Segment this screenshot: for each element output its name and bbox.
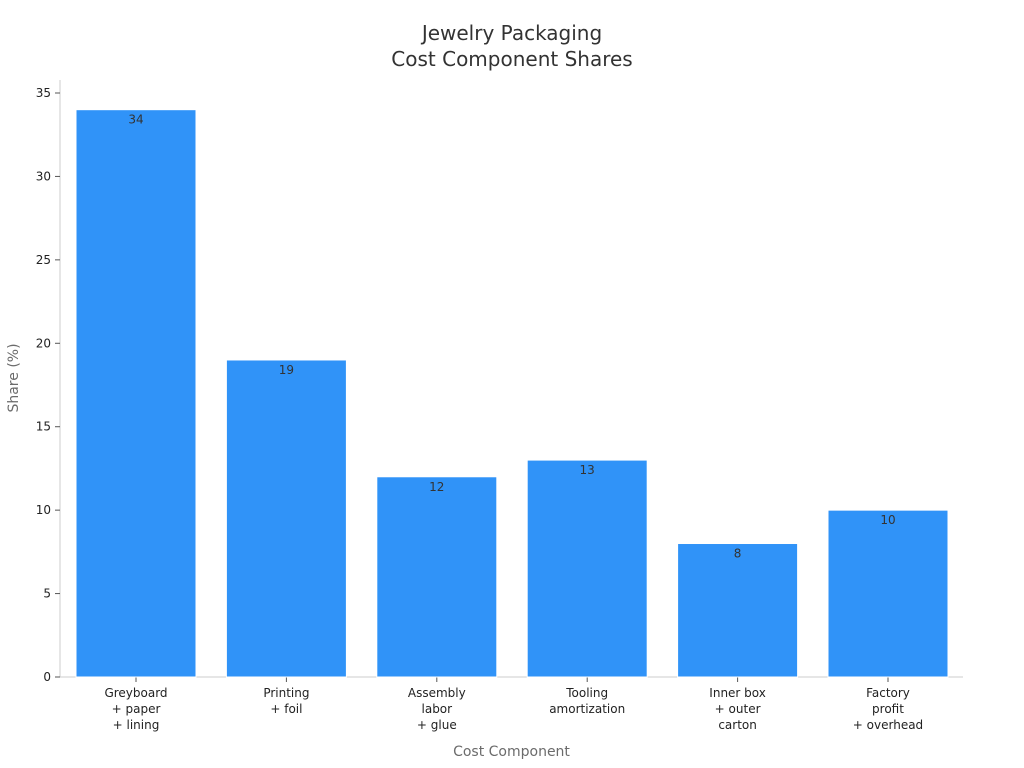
x-tick-label-line: + paper <box>112 702 161 716</box>
bar <box>376 476 498 678</box>
x-tick-label: Tooling amortization <box>549 686 625 716</box>
bars <box>75 109 949 678</box>
bar-value-label: 12 <box>429 480 444 494</box>
data-labels: 34 19 12 13 8 10 <box>128 113 895 561</box>
x-tick-label-line: Factory <box>866 686 910 700</box>
x-tick-label-line: Greyboard <box>104 686 167 700</box>
bar <box>677 543 799 678</box>
x-tick-label-line: Inner box <box>709 686 766 700</box>
y-tick-label: 5 <box>43 587 51 601</box>
x-axis-label: Cost Component <box>453 744 570 760</box>
x-tick-label: Factory profit + overhead <box>853 686 923 732</box>
bar-value-label: 8 <box>734 547 742 561</box>
x-tick-label-line: carton <box>718 718 757 732</box>
y-tick-label: 20 <box>36 336 51 350</box>
bar-value-label: 34 <box>128 113 143 127</box>
x-tick-label-line: + glue <box>417 718 457 732</box>
y-tick-label: 0 <box>43 670 51 684</box>
bar <box>827 509 949 678</box>
bar <box>75 109 197 678</box>
x-tick-label-line: Assembly <box>408 686 466 700</box>
x-tick-label-line: + foil <box>270 702 302 716</box>
x-tick-label-line: amortization <box>549 702 625 716</box>
chart-title-line: Cost Component Shares <box>391 47 632 71</box>
bar <box>225 359 347 678</box>
x-tick-label-line: profit <box>872 702 904 716</box>
chart-title-line: Jewelry Packaging <box>420 21 602 45</box>
y-tick-label: 25 <box>36 253 51 267</box>
chart-title: Jewelry Packaging Cost Component Shares <box>391 21 632 71</box>
chart-title-text: Jewelry Packaging Cost Component Shares <box>391 21 632 71</box>
bar-value-label: 19 <box>279 363 294 377</box>
y-axis-label: Share (%) <box>6 343 22 412</box>
y-tick-label: 30 <box>36 169 51 183</box>
x-tick-label-line: + lining <box>113 718 160 732</box>
bar-value-label: 10 <box>880 513 895 527</box>
x-tick-label-line: + outer <box>715 702 761 716</box>
y-tick-label: 15 <box>36 420 51 434</box>
y-tick-label: 35 <box>36 86 51 100</box>
x-tick-label: Assembly labor + glue <box>408 686 466 732</box>
y-axis: 0 5 10 15 20 25 30 35 <box>36 80 61 684</box>
bar-value-label: 13 <box>580 463 595 477</box>
x-tick-label-line: labor <box>422 702 453 716</box>
x-tick-label: Printing + foil <box>263 686 309 716</box>
bar <box>526 459 648 678</box>
x-tick-label-line: Tooling <box>565 686 608 700</box>
x-tick-label: Inner box + outer carton <box>709 686 766 732</box>
x-axis: Greyboard + paper + lining Printing + foil As… <box>60 676 963 732</box>
x-tick-label-line: Printing <box>263 686 309 700</box>
x-tick-label-line: + overhead <box>853 718 923 732</box>
y-tick-label: 10 <box>36 503 51 517</box>
x-tick-label: Greyboard + paper + lining <box>104 686 167 732</box>
